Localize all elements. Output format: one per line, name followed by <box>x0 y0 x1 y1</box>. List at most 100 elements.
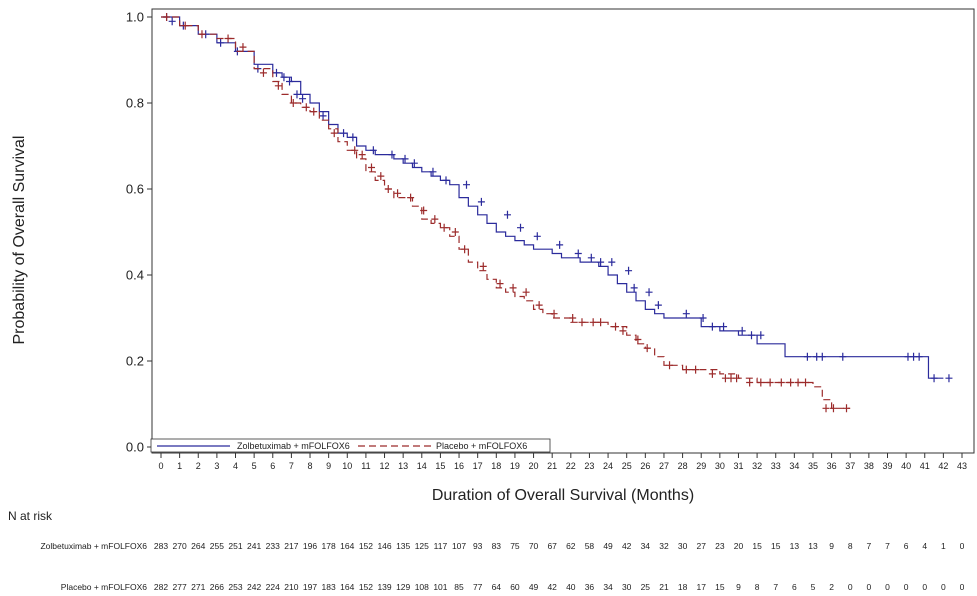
x-tick-label: 5 <box>252 461 257 471</box>
x-tick-label: 42 <box>938 461 948 471</box>
censor-mark-1 <box>461 245 469 254</box>
censor-mark-1 <box>330 129 338 138</box>
censor-mark-1 <box>794 378 802 387</box>
censor-mark-1 <box>259 68 267 77</box>
censor-mark-0 <box>299 94 307 103</box>
legend: Zolbetuximab + mFOLFOX6 Placebo + mFOLFOX… <box>150 438 551 453</box>
censor-mark-1 <box>289 99 297 107</box>
y-tick-label: 0.4 <box>126 268 144 283</box>
censor-mark-1 <box>358 150 366 159</box>
risk-value: 40 <box>566 582 576 592</box>
censor-mark-1 <box>377 172 385 181</box>
y-tick-label: 1.0 <box>126 10 144 25</box>
risk-value: 23 <box>715 541 725 551</box>
x-tick-label: 12 <box>380 461 390 471</box>
risk-value: 9 <box>829 541 834 551</box>
censor-mark-1 <box>643 344 651 353</box>
x-tick-label: 22 <box>566 461 576 471</box>
risk-value: 107 <box>452 541 466 551</box>
censor-mark-0 <box>349 133 357 142</box>
x-tick-label: 35 <box>808 461 818 471</box>
risk-table-title: N at risk <box>8 509 53 523</box>
censor-mark-1 <box>522 288 530 297</box>
risk-value: 67 <box>547 541 557 551</box>
y-tick-label: 0.0 <box>126 440 144 455</box>
censor-mark-0 <box>720 322 728 331</box>
x-tick-label: 23 <box>584 461 594 471</box>
risk-value: 266 <box>210 582 224 592</box>
risk-value: 42 <box>547 582 557 592</box>
censor-mark-1 <box>509 283 517 292</box>
censor-mark-0 <box>429 167 437 176</box>
censor-mark-0 <box>401 154 409 163</box>
censor-mark-0 <box>915 352 923 361</box>
censor-mark-0 <box>272 68 280 77</box>
risk-value: 15 <box>715 582 725 592</box>
risk-value: 270 <box>173 541 187 551</box>
x-tick-label: 9 <box>326 461 331 471</box>
risk-value: 7 <box>885 541 890 551</box>
x-tick-label: 37 <box>845 461 855 471</box>
risk-value: 20 <box>734 541 744 551</box>
censor-mark-0 <box>587 253 595 262</box>
censor-mark-1 <box>550 309 558 318</box>
risk-value: 253 <box>228 582 242 592</box>
censor-mark-1 <box>597 318 605 327</box>
risk-value: 64 <box>492 582 502 592</box>
risk-value: 135 <box>396 541 410 551</box>
censor-mark-1 <box>451 228 459 236</box>
risk-value: 197 <box>303 582 317 592</box>
censor-mark-1 <box>163 13 171 21</box>
censor-mark-1 <box>224 34 232 43</box>
censor-mark-1 <box>578 318 586 327</box>
censor-mark-0 <box>699 314 707 322</box>
risk-value: 183 <box>322 582 336 592</box>
risk-value: 75 <box>510 541 520 551</box>
censor-mark-1 <box>479 262 487 271</box>
risk-value: 152 <box>359 541 373 551</box>
censor-mark-1 <box>843 404 851 413</box>
risk-value: 117 <box>434 541 448 551</box>
censor-mark-0 <box>597 258 605 267</box>
risk-value: 15 <box>752 541 762 551</box>
censor-mark-1 <box>496 279 504 288</box>
plot-frame <box>151 8 975 454</box>
risk-value: 241 <box>247 541 261 551</box>
risk-value: 30 <box>622 582 632 592</box>
censor-mark-1 <box>302 103 310 112</box>
x-tick-label: 32 <box>752 461 762 471</box>
x-tick-label: 25 <box>622 461 632 471</box>
risk-value: 164 <box>340 541 354 551</box>
risk-value: 125 <box>415 541 429 551</box>
censor-mark-1 <box>420 206 428 215</box>
legend-label-0: Zolbetuximab + mFOLFOX6 <box>237 441 350 451</box>
risk-value: 13 <box>790 541 800 551</box>
risk-value: 1 <box>941 541 946 551</box>
censor-mark-0 <box>503 210 511 219</box>
risk-value: 152 <box>359 582 373 592</box>
x-tick-label: 34 <box>789 461 799 471</box>
x-axis-title: Duration of Overall Survival (Months) <box>432 487 694 504</box>
risk-value: 60 <box>510 582 520 592</box>
censor-mark-0 <box>280 73 288 82</box>
censor-mark-1 <box>666 361 674 370</box>
risk-value: 139 <box>377 582 391 592</box>
risk-value: 0 <box>960 582 965 592</box>
x-tick-label: 26 <box>640 461 650 471</box>
risk-value: 224 <box>266 582 280 592</box>
censor-mark-0 <box>556 240 564 249</box>
x-tick-label: 40 <box>901 461 911 471</box>
x-tick-label: 13 <box>398 461 408 471</box>
censor-mark-0 <box>293 90 301 99</box>
x-tick-label: 17 <box>473 461 483 471</box>
censor-mark-1 <box>384 185 392 193</box>
risk-value: 251 <box>228 541 242 551</box>
risk-value: 271 <box>191 582 205 592</box>
risk-value: 164 <box>340 582 354 592</box>
censor-mark-1 <box>777 378 785 387</box>
censor-mark-0 <box>738 326 746 335</box>
x-tick-label: 20 <box>529 461 539 471</box>
x-tick-label: 4 <box>233 461 238 471</box>
censor-mark-0 <box>319 111 327 120</box>
legend-box <box>150 438 551 453</box>
